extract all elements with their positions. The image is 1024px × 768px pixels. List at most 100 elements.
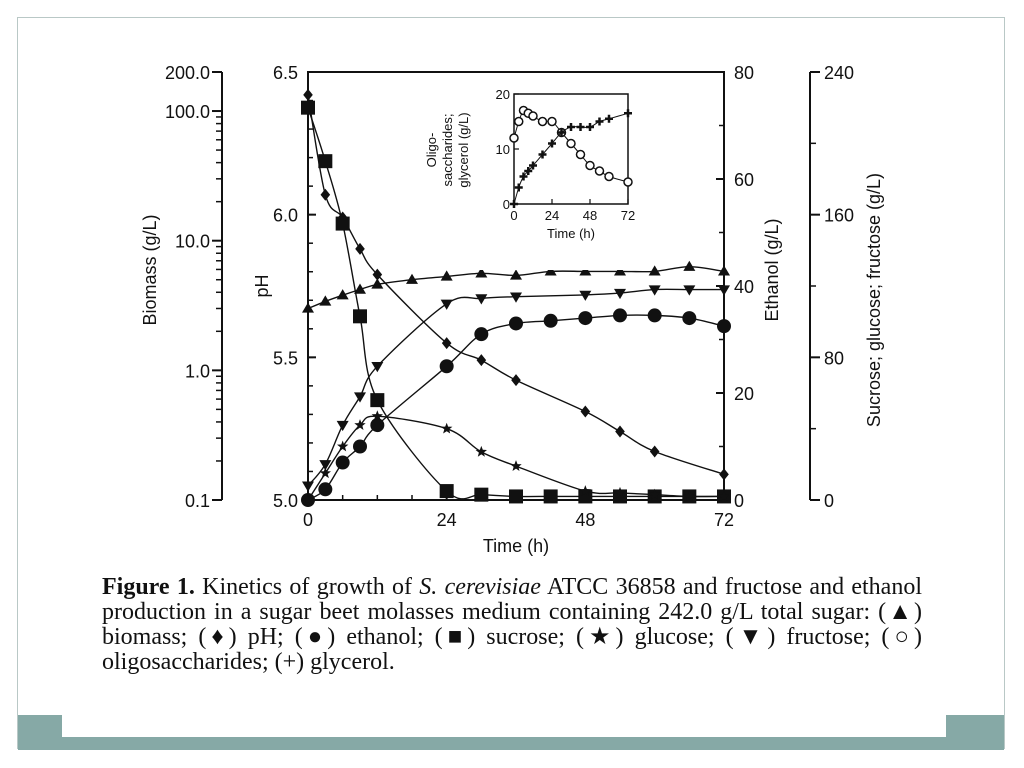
data-point-ethanol xyxy=(578,311,593,326)
data-point-biomass xyxy=(544,265,557,276)
inset-data-point-glycerol xyxy=(510,200,518,208)
inset-data-point-oligosaccharides xyxy=(585,160,595,171)
data-point-glucose xyxy=(354,419,366,430)
data-point-sucrose xyxy=(474,487,489,502)
inset-y-tick-label: 10 xyxy=(496,142,510,157)
inset-data-point-oligosaccharides xyxy=(547,116,557,127)
data-point-fructose xyxy=(302,481,314,492)
data-point-biomass xyxy=(406,273,418,284)
data-point-sucrose xyxy=(301,100,315,115)
inset-data-point-glycerol xyxy=(605,114,613,123)
inset-x-tick-label: 72 xyxy=(621,208,635,223)
x-axis-label: Time (h) xyxy=(483,536,549,556)
inset-data-point-glycerol xyxy=(624,109,632,118)
data-point-pH xyxy=(580,405,591,418)
biomass-axis-tick-label: 200.0 xyxy=(165,63,210,83)
inset-data-point-glycerol xyxy=(514,183,523,192)
data-point-glucose xyxy=(510,460,522,471)
inset-data-point-glycerol xyxy=(567,123,575,131)
ph-axis-tick-label: 6.5 xyxy=(273,63,298,83)
data-point-fructose xyxy=(440,299,453,310)
ethanol-axis-tick-label: 0 xyxy=(734,491,744,511)
data-point-glucose xyxy=(718,490,730,502)
data-point-biomass xyxy=(683,260,696,271)
ph-axis-tick-label: 5.0 xyxy=(273,491,298,511)
data-point-pH xyxy=(372,268,383,281)
data-point-sucrose xyxy=(353,309,367,324)
data-point-ethanol xyxy=(335,455,350,470)
data-point-biomass xyxy=(648,265,661,276)
caption-lead: Figure 1. xyxy=(102,574,195,600)
data-point-pH xyxy=(476,354,487,367)
inset-data-point-glycerol xyxy=(529,161,537,170)
data-point-glucose xyxy=(683,490,695,502)
data-point-ethanol xyxy=(353,439,367,454)
data-point-pH xyxy=(511,374,521,387)
inset-data-point-oligosaccharides xyxy=(509,133,519,143)
inset-data-point-oligosaccharides xyxy=(575,149,586,160)
data-point-biomass xyxy=(336,289,349,300)
data-point-biomass xyxy=(440,270,453,281)
data-point-biomass xyxy=(354,283,366,294)
bottom-band-inset xyxy=(62,715,946,737)
data-point-glucose xyxy=(475,445,487,457)
x-axis-tick-label: 24 xyxy=(437,510,457,530)
data-point-fructose xyxy=(354,392,366,403)
data-point-sucrose xyxy=(370,393,385,408)
ethanol-axis-label: Ethanol (g/L) xyxy=(762,218,782,321)
inset-data-point-glycerol xyxy=(538,150,547,159)
biomass-axis-tick-label: 100.0 xyxy=(165,102,210,122)
inset-x-tick-label: 0 xyxy=(510,208,517,223)
data-point-glucose xyxy=(319,467,331,479)
data-point-fructose xyxy=(648,285,661,296)
figure-caption: Figure 1. Kinetics of growth of S. cerev… xyxy=(102,575,922,675)
inset-data-point-oligosaccharides xyxy=(594,166,605,176)
data-point-pH xyxy=(320,188,331,201)
inset-x-tick-label: 48 xyxy=(583,208,597,223)
x-axis-tick-label: 0 xyxy=(303,510,313,530)
data-point-fructose xyxy=(614,288,626,300)
data-point-fructose xyxy=(475,294,488,305)
data-point-ethanol xyxy=(717,319,731,334)
sugar-axis-label: Sucrose; glucose; fructose (g/L) xyxy=(864,173,884,427)
data-point-biomass xyxy=(302,302,314,313)
caption-text-1: Kinetics of growth of xyxy=(194,574,420,600)
inset-data-point-glycerol xyxy=(557,128,566,137)
inset-data-point-glycerol xyxy=(586,123,594,131)
data-point-sucrose xyxy=(578,489,593,504)
data-point-glucose xyxy=(441,422,453,434)
ph-axis-label: pH xyxy=(252,274,272,297)
inset-y-tick-label: 0 xyxy=(503,197,510,212)
inset-data-point-oligosaccharides xyxy=(604,171,614,182)
data-point-pH xyxy=(441,337,452,350)
ph-axis-tick-label: 6.0 xyxy=(273,206,298,226)
data-point-fructose xyxy=(718,285,730,296)
inset-data-point-oligosaccharides xyxy=(566,138,576,149)
data-point-fructose xyxy=(371,362,384,373)
x-axis-tick-label: 48 xyxy=(575,510,595,530)
data-point-biomass xyxy=(371,278,384,289)
biomass-axis-tick-label: 1.0 xyxy=(185,361,210,381)
data-point-ethanol xyxy=(613,308,627,323)
data-point-ethanol xyxy=(509,316,523,331)
biomass-axis-tick-label: 10.0 xyxy=(175,232,210,252)
ph-axis-tick-label: 5.5 xyxy=(273,348,298,368)
inset-data-point-oligosaccharides xyxy=(514,116,524,127)
data-point-sucrose xyxy=(335,216,350,231)
data-point-sucrose xyxy=(318,154,333,169)
data-point-biomass xyxy=(319,295,332,306)
ethanol-axis-tick-label: 40 xyxy=(734,277,754,297)
ethanol-axis-tick-label: 20 xyxy=(734,384,754,404)
inset-data-point-glycerol xyxy=(595,117,604,126)
data-point-pH xyxy=(355,242,365,255)
data-point-biomass xyxy=(510,269,522,280)
biomass-axis-label: Biomass (g/L) xyxy=(140,214,160,325)
inset-y-axis-label: glycerol (g/L) xyxy=(456,112,471,187)
inset-y-tick-label: 20 xyxy=(496,87,510,102)
inset-data-point-oligosaccharides xyxy=(537,116,548,127)
inset-y-axis-label: saccharides; xyxy=(440,114,455,187)
data-point-fructose xyxy=(336,420,349,432)
data-point-ethanol xyxy=(682,311,697,326)
data-point-ethanol xyxy=(474,327,489,342)
